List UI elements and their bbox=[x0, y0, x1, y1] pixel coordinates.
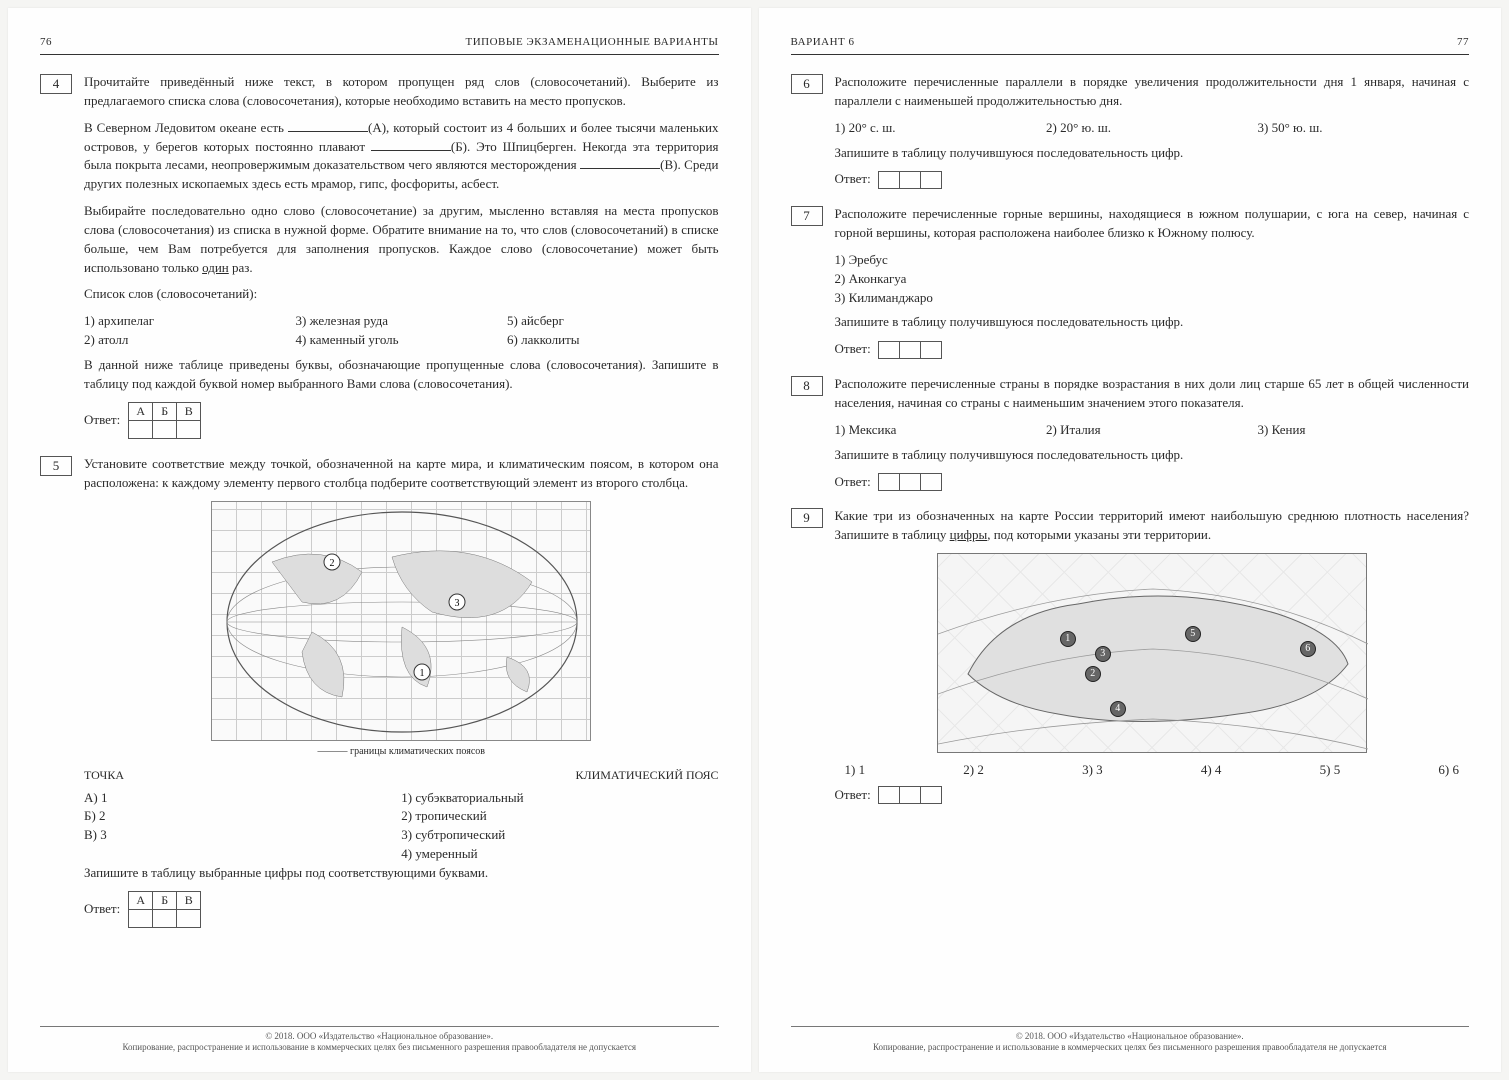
page-header-right: ВАРИАНТ 6 77 bbox=[791, 36, 1470, 55]
map-marker: 5 bbox=[1185, 626, 1201, 642]
task-5: 5 Установите соответствие между точкой, … bbox=[40, 455, 719, 928]
task6-instr: Запишите в таблицу получившуюся последов… bbox=[835, 144, 1470, 163]
footer-right: © 2018. ООО «Издательство «Национальное … bbox=[791, 1026, 1470, 1054]
world-map-image: 1 2 3 bbox=[211, 501, 591, 741]
svg-text:2: 2 bbox=[330, 558, 335, 569]
russia-map-image: 1 2 3 4 5 6 bbox=[937, 553, 1367, 753]
task7-instr: Запишите в таблицу получившуюся последов… bbox=[835, 313, 1470, 332]
map-marker: 1 bbox=[1060, 631, 1076, 647]
map-marker: 6 bbox=[1300, 641, 1316, 657]
task5-intro: Установите соответствие между точкой, об… bbox=[84, 455, 719, 493]
blank-v bbox=[580, 158, 660, 170]
svg-text:1: 1 bbox=[420, 668, 425, 679]
task6-answer: Ответ: bbox=[835, 170, 1470, 189]
opt: 4) умеренный bbox=[401, 845, 718, 864]
task9-opts: 1) 1 2) 2 3) 3 4) 4 5) 5 6) 6 bbox=[835, 761, 1470, 780]
opt: 1) субэкваториальный bbox=[401, 789, 718, 808]
svg-text:3: 3 bbox=[455, 598, 460, 609]
opt: 5) айсберг bbox=[507, 312, 719, 331]
page-num-left: 76 bbox=[40, 36, 52, 48]
opt: 6) лакколиты bbox=[507, 331, 719, 350]
task6-opts: 1) 20° с. ш. 2) 20° ю. ш. 3) 50° ю. ш. bbox=[835, 119, 1470, 138]
task-num-6: 6 bbox=[791, 74, 823, 94]
task8-opts: 1) Мексика 2) Италия 3) Кения bbox=[835, 421, 1470, 440]
task-7: 7 Расположите перечисленные горные верши… bbox=[791, 205, 1470, 359]
task5-instr2: Запишите в таблицу выбранные цифры под с… bbox=[84, 864, 719, 883]
map-marker: 2 bbox=[1085, 666, 1101, 682]
page-title-right: ВАРИАНТ 6 bbox=[791, 36, 855, 48]
page-num-right: 77 bbox=[1457, 36, 1469, 48]
task-num-5: 5 bbox=[40, 456, 72, 476]
opt: 2) атолл bbox=[84, 331, 296, 350]
task-num-7: 7 bbox=[791, 206, 823, 226]
opt: В) 3 bbox=[84, 826, 401, 845]
opt: 3) железная руда bbox=[296, 312, 508, 331]
opt: Б) 2 bbox=[84, 807, 401, 826]
answer-table-abc: АБВ bbox=[128, 891, 201, 928]
task5-answer: Ответ: АБВ bbox=[84, 891, 719, 928]
task4-intro: Прочитайте приведённый ниже текст, в кот… bbox=[84, 73, 719, 111]
blank-b bbox=[371, 139, 451, 151]
page-header-left: 76 ТИПОВЫЕ ЭКЗАМЕНАЦИОННЫЕ ВАРИАНТЫ bbox=[40, 36, 719, 55]
task8-instr: Запишите в таблицу получившуюся последов… bbox=[835, 446, 1470, 465]
map-marker: 3 bbox=[1095, 646, 1111, 662]
task-8: 8 Расположите перечисленные страны в пор… bbox=[791, 375, 1470, 491]
opt: 2) Аконкагуа bbox=[835, 270, 1470, 289]
opt: А) 1 bbox=[84, 789, 401, 808]
task-num-8: 8 bbox=[791, 376, 823, 396]
task-6: 6 Расположите перечисленные параллели в … bbox=[791, 73, 1470, 189]
task8-answer: Ответ: bbox=[835, 473, 1470, 492]
answer-table-abc: АБВ bbox=[128, 402, 201, 439]
map-legend: ——— границы климатических поясов bbox=[84, 745, 719, 760]
task-9: 9 Какие три из обозначенных на карте Рос… bbox=[791, 507, 1470, 804]
opt: 1) архипелаг bbox=[84, 312, 296, 331]
task9-answer: Ответ: bbox=[835, 786, 1470, 805]
blank-a bbox=[288, 120, 368, 132]
answer-cells bbox=[879, 473, 942, 491]
cols-header: ТОЧКА КЛИМАТИЧЕСКИЙ ПОЯС bbox=[84, 767, 719, 784]
task4-listhdr: Список слов (словосочетаний): bbox=[84, 285, 719, 304]
task4-tableinstr: В данной ниже таблице приведены буквы, о… bbox=[84, 356, 719, 394]
task7-text: Расположите перечисленные горные вершины… bbox=[835, 205, 1470, 243]
footer-left: © 2018. ООО «Издательство «Национальное … bbox=[40, 1026, 719, 1054]
task8-text: Расположите перечисленные страны в поряд… bbox=[835, 375, 1470, 413]
opt: 1) Эребус bbox=[835, 251, 1470, 270]
task-num-4: 4 bbox=[40, 74, 72, 94]
opt: 4) каменный уголь bbox=[296, 331, 508, 350]
task-4: 4 Прочитайте приведённый ниже текст, в к… bbox=[40, 73, 719, 439]
task4-options: 1) архипелаг 2) атолл 3) железная руда 4… bbox=[84, 312, 719, 350]
task4-instr: Выбирайте последовательно одно слово (сл… bbox=[84, 202, 719, 277]
task5-cols: А) 1 Б) 2 В) 3 1) субэкваториальный 2) т… bbox=[84, 789, 719, 864]
task6-text: Расположите перечисленные параллели в по… bbox=[835, 73, 1470, 111]
map-marker: 4 bbox=[1110, 701, 1126, 717]
page-title-left: ТИПОВЫЕ ЭКЗАМЕНАЦИОННЫЕ ВАРИАНТЫ bbox=[465, 36, 718, 48]
answer-cells bbox=[879, 786, 942, 804]
task9-text: Какие три из обозначенных на карте Росси… bbox=[835, 507, 1470, 545]
answer-cells bbox=[879, 341, 942, 359]
answer-cells bbox=[879, 171, 942, 189]
opt: 3) Килиманджаро bbox=[835, 289, 1470, 308]
page-right: ВАРИАНТ 6 77 6 Расположите перечисленные… bbox=[759, 8, 1502, 1072]
task4-answer: Ответ: АБВ bbox=[84, 402, 719, 439]
task-num-9: 9 bbox=[791, 508, 823, 528]
task7-answer: Ответ: bbox=[835, 340, 1470, 359]
task4-text: В Северном Ледовитом океане есть (А), ко… bbox=[84, 119, 719, 194]
page-left: 76 ТИПОВЫЕ ЭКЗАМЕНАЦИОННЫЕ ВАРИАНТЫ 4 Пр… bbox=[8, 8, 751, 1072]
opt: 2) тропический bbox=[401, 807, 718, 826]
opt: 3) субтропический bbox=[401, 826, 718, 845]
